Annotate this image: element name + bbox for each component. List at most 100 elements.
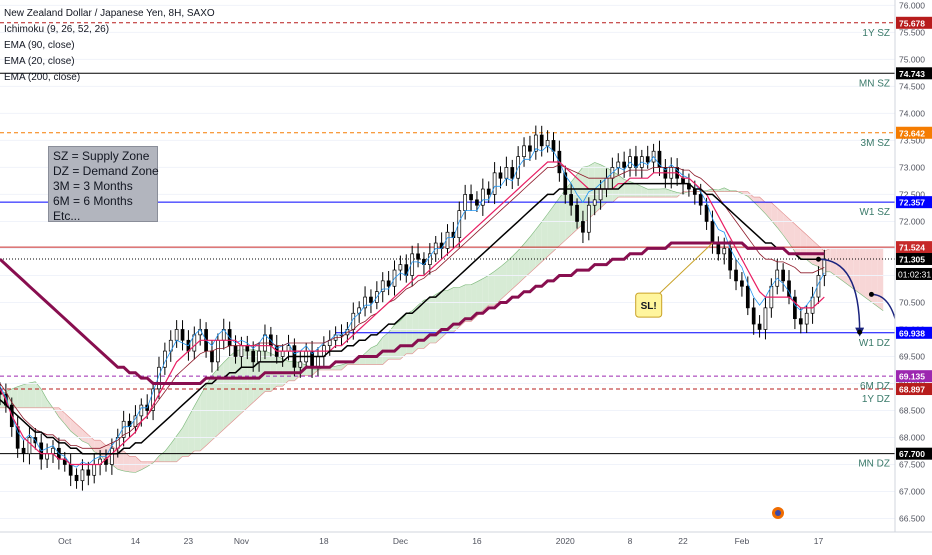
candle-body [475,200,478,205]
candle-body [216,340,219,362]
price-tick-label: 69.500 [899,351,925,361]
time-tick-label: 17 [814,536,824,546]
time-tick-label: Feb [735,536,750,546]
candle-body [646,157,649,162]
ichimoku-cloud-segment [648,189,654,197]
candle-body [110,448,113,464]
ichimoku-cloud-segment [24,383,30,408]
time-tick-label: 22 [678,536,688,546]
ichimoku-cloud-segment [165,444,171,462]
candle-body [576,205,579,221]
ichimoku-cloud-segment [230,351,236,424]
price-tick-label: 74.500 [899,81,925,91]
time-tick-label: 14 [131,536,141,546]
ichimoku-cloud-segment [495,267,501,305]
candle-body [705,205,708,221]
candle-body [181,329,184,340]
indicator-ichimoku[interactable]: Ichimoku (9, 26, 52, 26) [4,22,215,38]
level-label: 1Y DZ [862,394,890,405]
ichimoku-cloud-segment [559,190,565,246]
time-tick-label: Nov [234,536,250,546]
price-tag-label: 68.897 [899,385,925,395]
ichimoku-cloud-segment [553,198,559,251]
ichimoku-cloud-segment [871,248,877,306]
candle-body [246,346,249,351]
level-label: MN SZ [859,78,890,89]
ichimoku-cloud-segment [141,462,147,470]
price-tag-label: 72.357 [899,198,925,208]
candle-body [81,470,84,481]
projection-dot [869,292,874,297]
ichimoku-cloud-segment [12,387,18,408]
candle-body [75,475,78,480]
candle-body [240,346,243,357]
indicator-ema90[interactable]: EMA (90, close) [4,38,215,54]
candle-body [587,205,590,232]
candle-body [523,146,526,157]
candle-body [593,200,596,205]
ichimoku-cloud-segment [177,428,183,462]
candle-body [69,464,72,475]
key-line: DZ = Demand Zone [53,164,157,179]
price-tick-label: 73.000 [899,162,925,172]
candle-body [711,221,714,243]
candle-body [599,189,602,200]
price-tick-label: 74.000 [899,108,925,118]
ichimoku-cloud-segment [224,356,230,429]
candle-body [316,356,319,367]
ichimoku-cloud-segment [654,189,660,197]
candle-body [799,319,802,324]
ichimoku-cloud-segment [406,311,412,354]
candle-body [605,178,608,189]
clock-tag-label: 01:02:31 [898,269,931,279]
event-icon-inner [775,510,781,516]
level-label: MN DZ [858,459,890,470]
ichimoku-cloud-segment [659,189,665,197]
ichimoku-cloud-segment [371,345,377,364]
candle-body [682,178,685,183]
level-label: W1 DZ [859,338,890,349]
price-tick-label: 76.000 [899,0,925,10]
candle-body [487,189,490,194]
key-line: 6M = 6 Months [53,194,157,209]
candle-body [470,194,473,199]
candle-body [746,286,749,308]
candle-body [493,173,496,195]
candle-body [764,308,767,330]
projection-dot [816,257,821,262]
candle-body [740,281,743,286]
ichimoku-cloud-segment [218,362,224,434]
level-label: W1 SZ [859,207,890,218]
price-tag-label: 71.305 [899,254,925,264]
candle-body [93,464,96,475]
candle-body [252,351,255,362]
price-tick-label: 70.500 [899,297,925,307]
candle-body [134,416,137,427]
candle-body [234,346,237,357]
indicator-ema200[interactable]: EMA (200, close) [4,70,215,86]
callout-pointer [658,243,713,295]
price-tick-label: 75.000 [899,54,925,64]
candle-body [511,167,514,178]
ichimoku-cloud-segment [548,206,554,257]
candle-body [811,297,814,313]
ichimoku-cloud-segment [395,321,401,360]
candle-body [87,470,90,475]
price-tag-label: 73.642 [899,128,925,138]
candle-body [51,448,54,453]
candle-body [46,454,49,459]
time-tick-label: Oct [58,536,72,546]
candle-body [729,248,732,270]
ichimoku-cloud-segment [277,356,283,386]
ichimoku-cloud-segment [512,250,518,288]
candle-body [210,351,213,362]
candle-body [28,437,31,453]
price-tick-label: 66.500 [899,513,925,523]
price-tag-label: 74.743 [899,69,925,79]
candle-body [693,189,696,194]
indicator-ema20[interactable]: EMA (20, close) [4,54,215,70]
chart-legend: New Zealand Dollar / Japanese Yen, 8H, S… [4,6,215,86]
candle-body [258,351,261,362]
ichimoku-cloud-segment [241,349,247,413]
time-tick-label: 18 [319,536,329,546]
